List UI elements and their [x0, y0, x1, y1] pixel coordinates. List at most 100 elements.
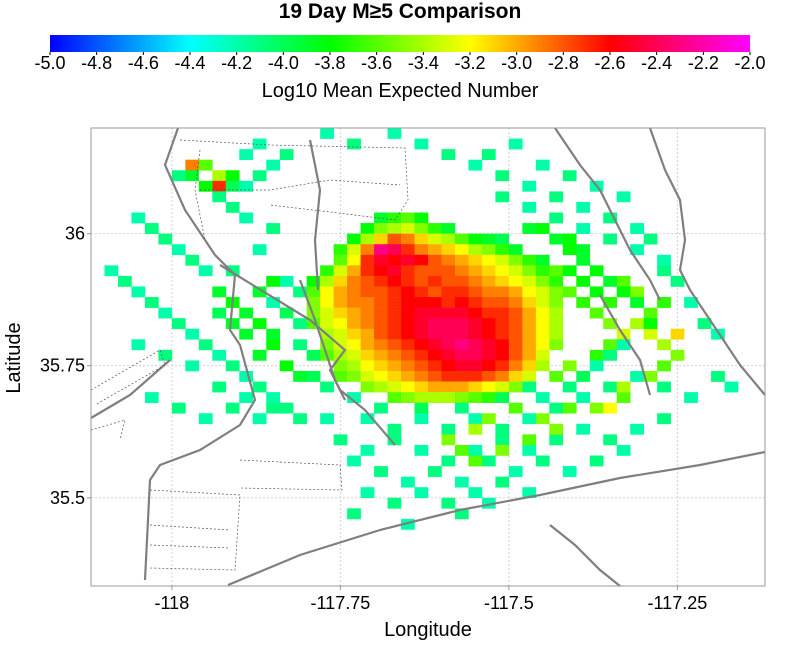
- colorbar-tick-label: -3.8: [314, 53, 345, 73]
- heatmap-cell: [347, 349, 361, 361]
- heatmap-cell: [495, 360, 510, 372]
- heatmap-cell: [428, 286, 442, 298]
- heatmap-cell: [454, 233, 469, 245]
- heatmap-cell: [401, 265, 415, 277]
- heatmap-cell: [428, 307, 442, 319]
- heatmap-cell: [441, 233, 456, 245]
- heatmap-cell: [198, 413, 213, 425]
- heatmap-cell: [401, 212, 415, 224]
- heatmap-cell: [279, 360, 294, 372]
- heatmap-cell: [549, 297, 564, 308]
- heatmap-cell: [374, 360, 388, 372]
- heatmap-cell: [225, 170, 240, 182]
- heatmap-cell: [589, 265, 604, 277]
- heatmap-cell: [670, 275, 685, 287]
- heatmap-cell: [468, 286, 483, 298]
- heatmap-cell: [401, 476, 415, 488]
- heatmap-cell: [360, 339, 375, 351]
- heatmap-cell: [414, 370, 429, 382]
- heatmap-cell: [468, 275, 483, 287]
- heatmap-cell: [347, 138, 361, 150]
- heatmap-cell: [657, 339, 671, 351]
- heatmap-cell: [347, 307, 361, 319]
- heatmap-cell: [428, 318, 442, 330]
- heatmap-cell: [603, 318, 618, 330]
- heatmap-cell: [306, 370, 321, 382]
- heatmap-cell: [576, 244, 591, 256]
- heatmap-cell: [441, 423, 456, 435]
- heatmap-cell: [387, 254, 402, 266]
- heatmap-cell: [468, 360, 483, 372]
- heatmap-cell: [441, 455, 456, 467]
- heatmap-cell: [549, 212, 564, 224]
- heatmap-cell: [562, 170, 577, 182]
- heatmap-cell: [239, 392, 254, 403]
- heatmap-cell: [333, 360, 348, 372]
- heatmap-cell: [535, 318, 550, 330]
- heatmap-cell: [360, 265, 375, 277]
- heatmap-cell: [643, 318, 658, 330]
- heatmap-cell: [252, 413, 267, 425]
- heatmap-cell: [360, 328, 375, 340]
- colorbar-tick-label: -4.6: [128, 53, 159, 73]
- heatmap-cell: [212, 180, 227, 192]
- heatmap-cell: [320, 297, 334, 308]
- heatmap-cell: [522, 381, 537, 393]
- heatmap-cell: [603, 349, 618, 361]
- heatmap-cell: [454, 444, 469, 456]
- heatmap-cell: [670, 349, 685, 361]
- heatmap-cell: [576, 392, 591, 403]
- heatmap-cell: [347, 455, 361, 467]
- heatmap-cell: [387, 318, 402, 330]
- heatmap-cell: [495, 297, 510, 308]
- fault-lines: [90, 127, 766, 587]
- heatmap-cell: [495, 370, 510, 382]
- heatmap-cell: [454, 476, 469, 488]
- heatmap-cell: [387, 370, 402, 382]
- chart-title: 19 Day M≥5 Comparison: [278, 0, 522, 23]
- heatmap-cell: [508, 381, 523, 393]
- heatmap-cell: [441, 497, 456, 509]
- heatmap-cell: [468, 244, 483, 256]
- heatmap-cell: [360, 286, 375, 298]
- heatmap-cell: [225, 402, 240, 414]
- colorbar-tick-label: -2.6: [594, 53, 625, 73]
- heatmap-cell: [616, 381, 631, 393]
- heatmap-cell: [347, 297, 361, 308]
- heatmap-cell: [401, 349, 415, 361]
- heatmap-cell: [441, 339, 456, 351]
- heatmap-cell: [401, 233, 415, 245]
- heatmap-cell: [414, 233, 429, 245]
- heatmap-cell: [225, 180, 240, 192]
- heatmap-cell: [495, 423, 510, 435]
- heatmap-cell: [535, 349, 550, 361]
- heatmap-cell: [252, 318, 267, 330]
- heatmap-cell: [414, 307, 429, 319]
- heatmap-cell: [630, 286, 644, 298]
- heatmap-cell: [562, 466, 577, 477]
- heatmap-cell: [428, 466, 442, 477]
- heatmap-cell: [468, 339, 483, 351]
- heatmap-cell: [320, 307, 334, 319]
- heatmap-cell: [441, 265, 456, 277]
- heatmap-cell: [603, 212, 618, 224]
- heatmap-cell: [481, 233, 496, 245]
- y-axis-label: Latitude: [3, 322, 25, 393]
- heatmap-cell: [535, 223, 550, 234]
- heatmap-cell: [535, 275, 550, 287]
- heatmap-cell: [306, 307, 321, 319]
- heatmap-cell: [454, 265, 469, 277]
- heatmap-cell: [508, 307, 523, 319]
- heatmap-cell: [401, 297, 415, 308]
- heatmap-cell: [549, 265, 564, 277]
- heatmap-cell: [374, 223, 388, 234]
- y-tick-label: 36: [65, 224, 85, 244]
- heatmap-cell: [657, 360, 671, 372]
- heatmap-cell: [279, 307, 294, 319]
- heatmap-cell: [549, 328, 564, 340]
- heatmap-cell: [535, 392, 550, 403]
- heatmap-cell: [454, 297, 469, 308]
- heatmap-cell: [158, 307, 173, 319]
- heatmap-cell: [468, 159, 483, 171]
- heatmap-cell: [630, 423, 644, 435]
